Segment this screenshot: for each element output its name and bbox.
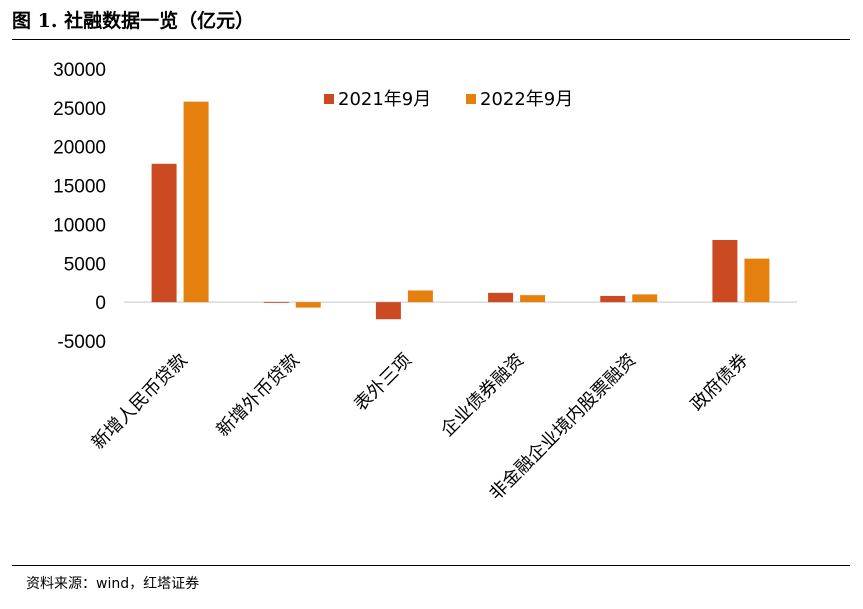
bar-series-2021-3 — [488, 292, 514, 303]
y-tick-label: 10000 — [53, 215, 106, 236]
y-tick-label: 15000 — [53, 177, 106, 198]
bar-series-2021-0 — [151, 163, 177, 303]
bar-series-2022-4 — [632, 294, 658, 303]
legend-swatch-0 — [324, 94, 334, 104]
source-note: 资料来源：wind，红塔证券 — [26, 576, 200, 592]
bar-series-2021-4 — [600, 295, 626, 303]
bottom-divider — [12, 565, 850, 566]
bar-series-2022-2 — [407, 290, 433, 303]
top-divider — [12, 39, 850, 40]
bar-series-2022-0 — [183, 101, 209, 303]
x-category-label: 新增外币贷款 — [213, 350, 304, 441]
bar-series-2022-3 — [520, 295, 546, 303]
y-tick-label: 25000 — [53, 99, 106, 120]
y-tick-label: 30000 — [53, 60, 106, 81]
bar-chart: 30000 25000 20000 15000 10000 5000 0 -5000新增人民币… — [53, 60, 797, 505]
legend-label-0: 2021年9月 — [338, 89, 431, 110]
bar-series-2021-5 — [712, 239, 738, 303]
chart-title: 图 1. 社融数据一览（亿元） — [12, 10, 255, 32]
x-category-label: 企业债券融资 — [437, 350, 528, 441]
x-category-label: 表外三项 — [350, 350, 416, 416]
y-tick-label: 20000 — [53, 138, 106, 159]
bar-series-2022-1 — [295, 302, 321, 308]
y-tick-label: 5000 — [64, 254, 106, 275]
bar-series-2022-5 — [744, 258, 770, 303]
x-category-label: 新增人民币贷款 — [88, 350, 192, 454]
x-category-label: 政府债券 — [687, 350, 753, 416]
bar-series-2021-2 — [375, 302, 401, 320]
y-tick-label: -5000 — [57, 332, 106, 353]
bar-series-2021-1 — [263, 302, 289, 303]
y-tick-label: 0 — [95, 293, 106, 314]
legend-swatch-1 — [466, 94, 476, 104]
legend-label-1: 2022年9月 — [480, 89, 573, 110]
